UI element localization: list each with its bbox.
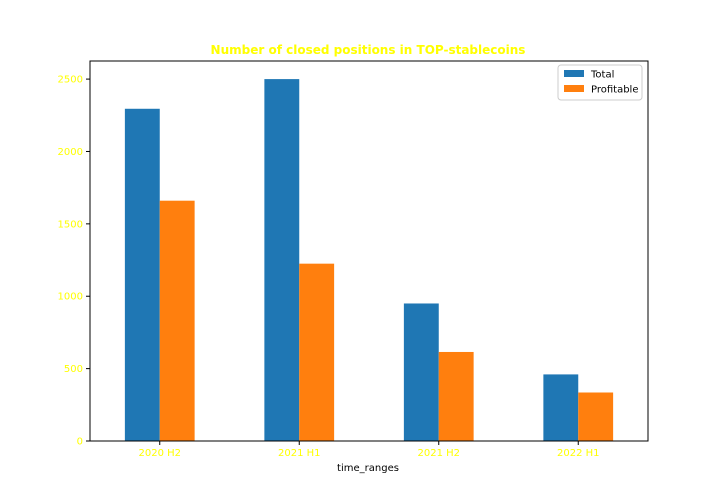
y-axis-ticks: 0 500 1000 1500 2000 2500: [58, 75, 90, 448]
bars-group: [124, 79, 614, 442]
bar-profitable-2022-h1: [578, 392, 614, 441]
legend-swatch-total: [564, 70, 584, 77]
y-tick-label: 2000: [58, 147, 83, 158]
legend-label-total: Total: [590, 70, 614, 81]
bar-total-2021-h2: [403, 303, 439, 441]
x-tick-label: 2020 H2: [138, 448, 181, 459]
bar-total-2020-h2: [124, 108, 160, 442]
y-tick-label: 0: [77, 437, 83, 448]
y-tick-label: 2500: [58, 75, 83, 86]
x-axis-ticks: 2020 H2 2021 H1 2021 H2 2022 H1: [138, 441, 600, 459]
x-axis-label: time_ranges: [337, 463, 399, 474]
legend-swatch-profitable: [564, 85, 584, 92]
bar-total-2022-h1: [543, 374, 579, 441]
bar-profitable-2021-h1: [299, 263, 335, 441]
y-tick-label: 1500: [58, 219, 83, 230]
x-tick-label: 2021 H1: [278, 448, 321, 459]
bar-profitable-2021-h2: [438, 351, 474, 441]
bar-profitable-2020-h2: [159, 200, 195, 441]
legend-label-profitable: Profitable: [591, 85, 639, 96]
y-tick-label: 500: [64, 364, 83, 375]
x-tick-label: 2022 H1: [557, 448, 600, 459]
x-tick-label: 2021 H2: [417, 448, 460, 459]
plot-frame: [89, 60, 649, 442]
legend: Total Profitable: [557, 64, 643, 101]
bar-total-2021-h1: [264, 79, 300, 441]
chart-title: Number of closed positions in TOP-stable…: [211, 43, 526, 57]
y-tick-label: 1000: [58, 292, 83, 303]
